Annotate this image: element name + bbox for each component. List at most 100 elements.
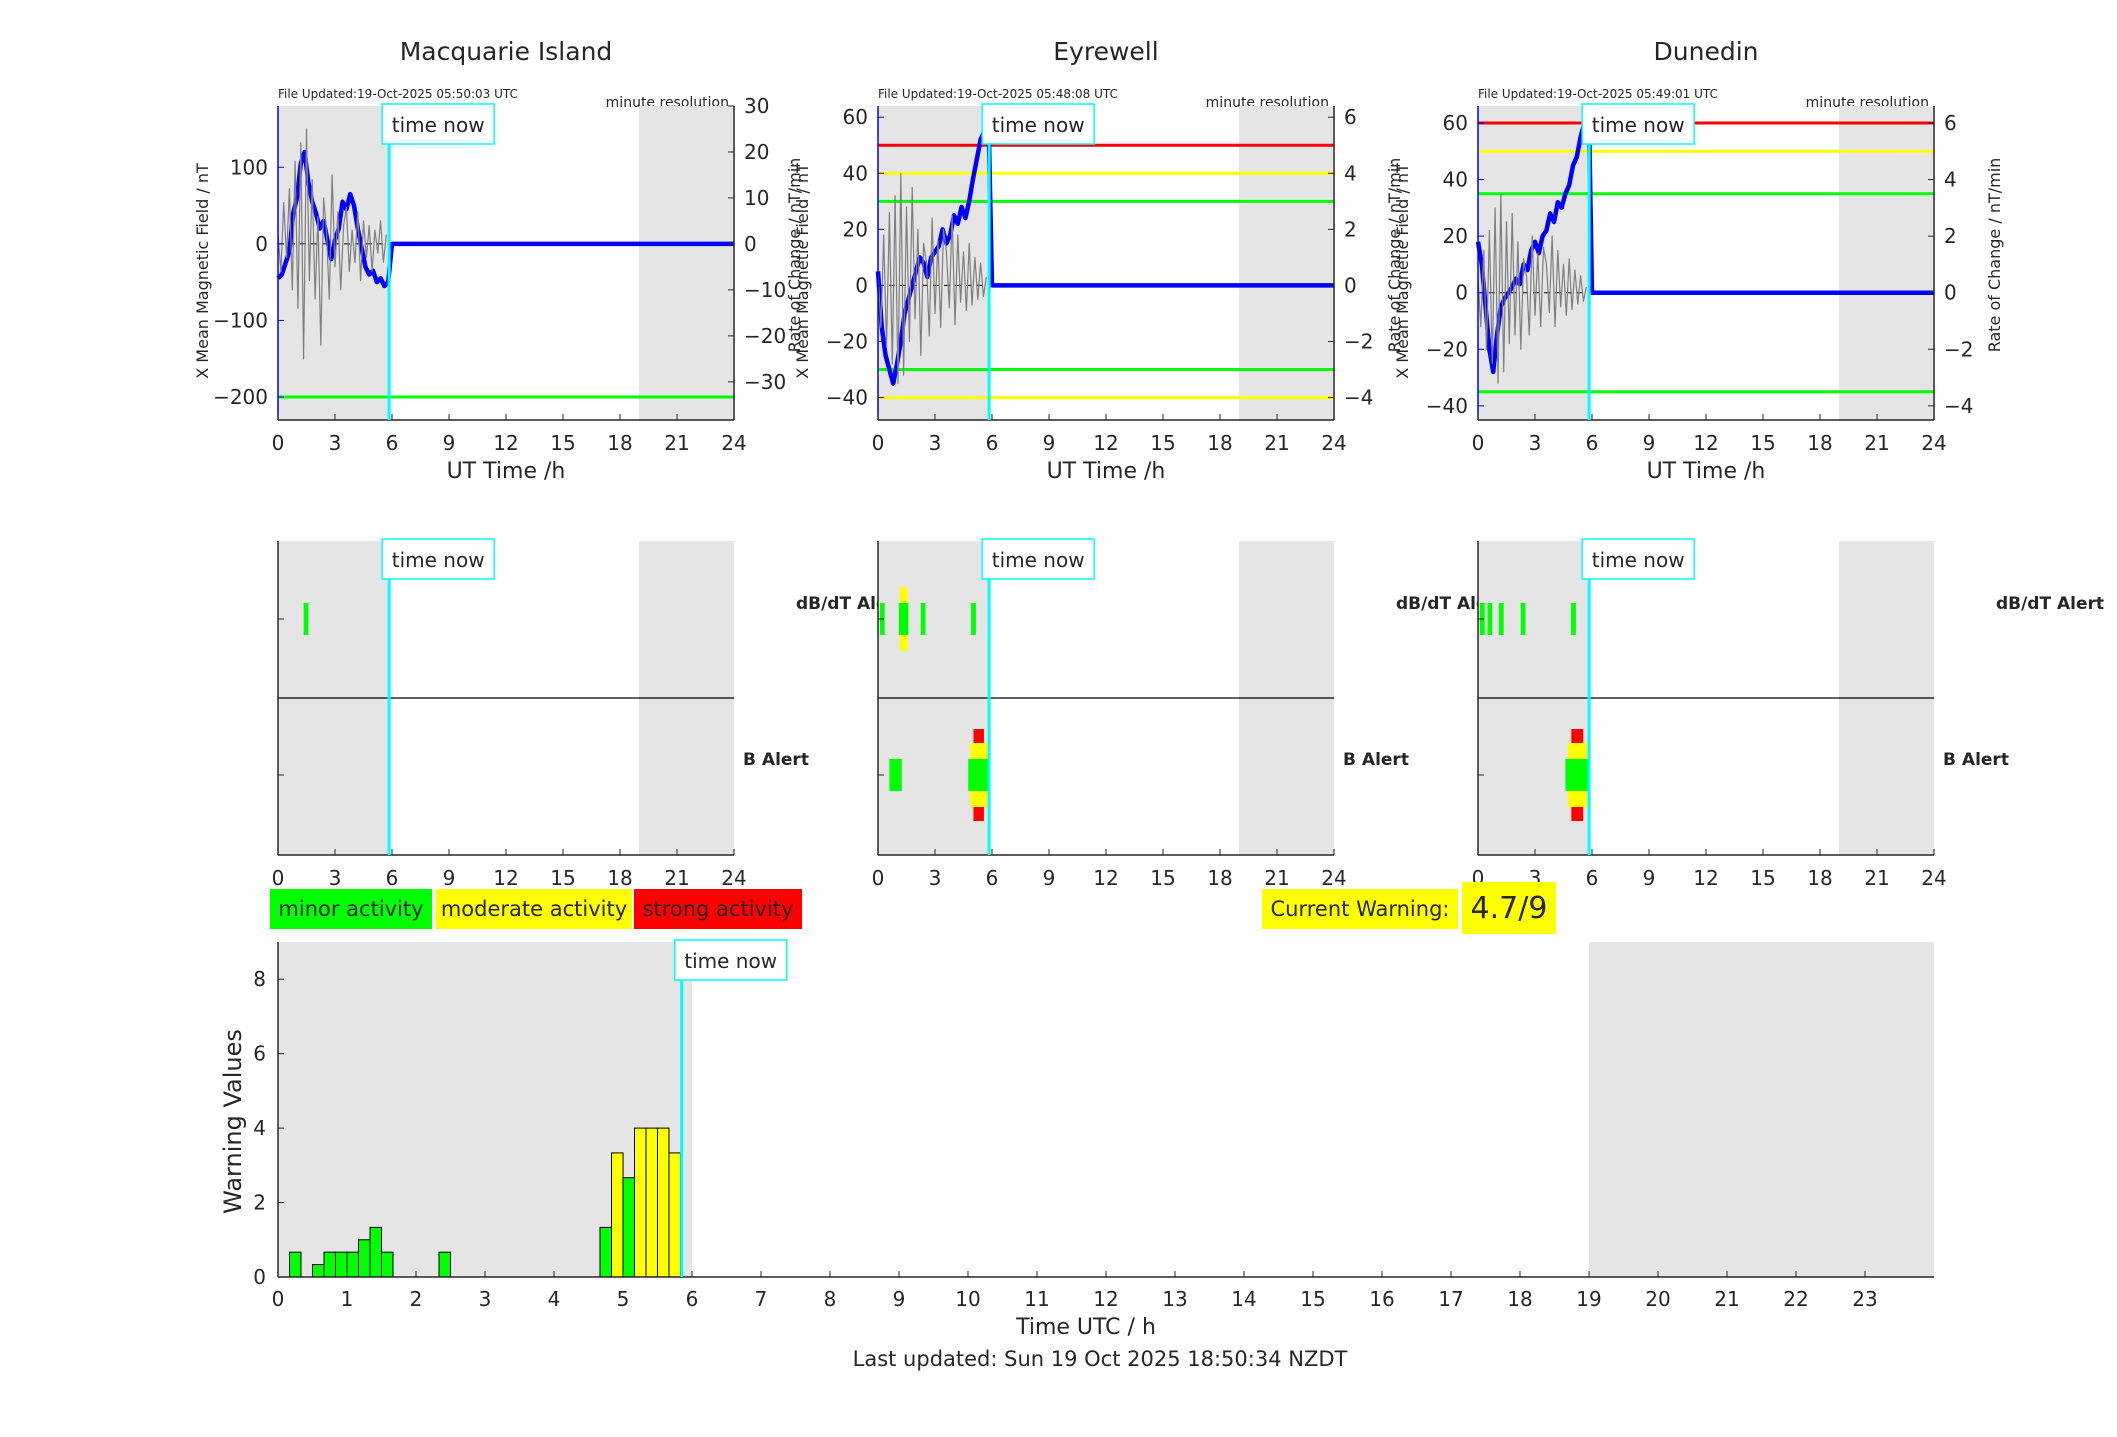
macquarie-time-now-box [381,103,495,145]
x-tick-label: 13 [1162,1287,1187,1311]
x-tick-label: 3 [329,431,342,455]
y-right-tick-label: 4 [1344,161,1357,185]
warning-bar [438,1251,452,1278]
x-tick-label: 6 [1586,431,1599,455]
y-left-tick-label: 60 [843,105,868,129]
x-tick-label: 9 [443,431,456,455]
warning-bar [656,1127,670,1278]
x-tick-label: 20 [1645,1287,1670,1311]
eyrewell-time-now-box [981,103,1095,145]
warning-bar [380,1251,394,1278]
warning-bar [357,1239,371,1278]
x-tick-label: 18 [1207,866,1232,890]
y-left-tick-label: 40 [1443,168,1468,192]
b-alert-block-minor [1565,759,1590,791]
warning-bar [611,1152,624,1278]
file-updated-text: File Updated:19-Oct-2025 05:49:01 UTC [1478,87,1718,101]
x-tick-label: 3 [1529,431,1542,455]
x-tick-label: 21 [1264,866,1289,890]
panel-alert-macquarie: 0 3 6 9 12 15 18 21 24 dB/dT Alert B Alert time now [272,538,904,890]
macquarie-time-now-label: time now [392,113,485,137]
warning-bar [311,1264,325,1278]
shade-band [1839,106,1934,420]
dbdt-alert-block-minor [971,603,976,635]
y-left-tick-label: −20 [1426,337,1468,361]
x-tick-label: 24 [1321,866,1346,890]
dbdt-alert-block-minor [920,603,926,635]
x-tick-label: 6 [386,866,399,890]
dbdt-alert-block-minor [1487,603,1493,635]
x-tick-label: 19 [1576,1287,1601,1311]
x-tick-label: 3 [929,431,942,455]
y-right-tick-label: −2 [1944,337,1973,361]
x-tick-label: 15 [550,866,575,890]
current-warning-value: 4.7/9 [1471,891,1548,926]
x-tick-label: 24 [721,431,746,455]
y-right-axis-label: Rate of Change / nT/min [785,158,804,353]
x-tick-label: 18 [1207,431,1232,455]
current-warning-label-box [1262,889,1458,929]
x-tick-label: 12 [493,431,518,455]
y-left-tick-label: 100 [230,155,268,179]
x-tick-label: 6 [986,431,999,455]
dbdt-alert-block-minor [1498,603,1504,635]
y-right-tick-label: −20 [744,324,786,348]
x-axis-label: Time UTC / h [1015,1315,1156,1340]
rate-of-change-line [277,128,387,360]
y-right-tick-label: −30 [744,370,786,394]
rate-of-change-line [877,172,987,385]
last-updated: Last updated: Sun 19 Oct 2025 18:50:34 N… [853,1347,1348,1371]
y-right-tick-label: 6 [1344,105,1357,129]
y-left-tick-label: −200 [213,385,268,409]
x-tick-label: 10 [955,1287,980,1311]
dunedin-time-now-box [1581,103,1695,145]
alert-eyrewell-time-now-label: time now [992,548,1085,572]
x-tick-label: 3 [329,866,342,890]
warning-time-now-label: time now [684,949,777,973]
x-tick-label: 15 [1750,431,1775,455]
current-warning-value-box [1462,882,1556,934]
x-tick-label: 15 [550,431,575,455]
warning-bar [633,1127,647,1278]
y-left-axis-label: X Mean Magnetic Field / nT [793,163,812,379]
rate-of-change-line [1477,193,1587,384]
y-left-tick-label: 0 [255,232,268,256]
y-axis-label: Warning Values [219,1029,247,1214]
warning-bar [346,1251,359,1278]
x-tick-label: 21 [1714,1287,1739,1311]
x-tick-label: 21 [664,431,689,455]
x-tick-label: 3 [929,866,942,890]
legend-minor-label: minor activity [278,897,423,921]
x-tick-label: 12 [1093,1287,1118,1311]
x-tick-label: 6 [986,866,999,890]
y-left-tick-label: −40 [1426,394,1468,418]
x-tick-label: 15 [1150,431,1175,455]
x-tick-label: 17 [1438,1287,1463,1311]
y-right-tick-label: −4 [1944,394,1973,418]
y-tick-label: 4 [253,1116,266,1140]
x-tick-label: 6 [686,1287,699,1311]
x-tick-label: 21 [1864,431,1889,455]
legend-moderate-label: moderate activity [441,897,627,921]
y-right-axis-label: Rate of Change / nT/min [1985,158,2004,353]
x-tick-label: 24 [1921,866,1946,890]
panel-warning: 0 1 2 3 4 5 6 7 8 9 10 11 12 13 14 15 16 17 18 19 20 21 22 2302… [219,939,1934,1340]
x-tick-label: 5 [617,1287,630,1311]
panels-layer: Macquarie Island File Updated:19-Oct-2025… [193,37,2104,1340]
x-tick-label: 6 [386,431,399,455]
x-tick-label: 9 [1643,431,1656,455]
x-axis-label: UT Time /h [447,459,566,484]
warning-bar [323,1251,337,1278]
x-tick-label: 18 [607,866,632,890]
x-tick-label: 23 [1852,1287,1877,1311]
y-tick-label: 0 [253,1265,266,1289]
x-tick-label: 18 [1807,431,1832,455]
dbdt-alert-label: dB/dT Alert [796,594,904,614]
x-tick-label: 12 [493,866,518,890]
b-alert-block-minor [889,759,902,791]
alert-dunedin-time-now-box [1581,538,1695,580]
b-alert-block-minor [968,759,990,791]
dbdt-alert-block-minor [898,603,909,635]
y-tick-label: 8 [253,967,266,991]
